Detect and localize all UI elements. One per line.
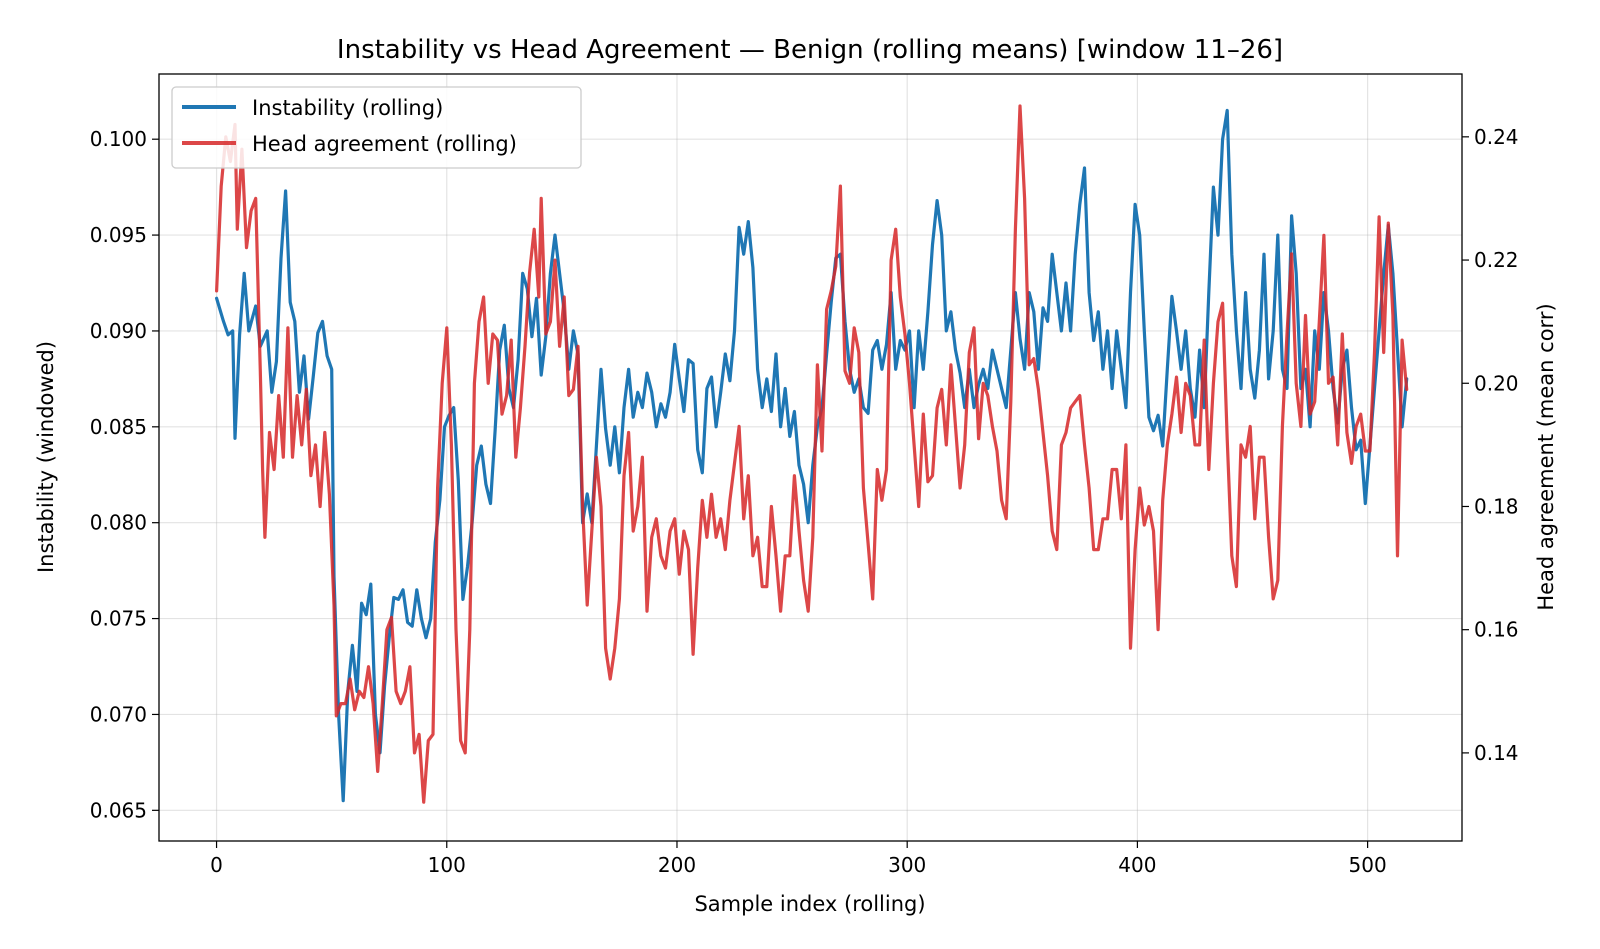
instability-line bbox=[215, 108, 1409, 803]
plot-lines bbox=[215, 104, 1409, 804]
x-tick-label: 300 bbox=[888, 853, 926, 877]
y-tick-label: 0.075 bbox=[90, 607, 147, 631]
x-tick-label: 500 bbox=[1349, 853, 1387, 877]
y2-tick-label: 0.18 bbox=[1474, 494, 1519, 518]
x-tick-label: 100 bbox=[428, 853, 466, 877]
y2-tick-label: 0.16 bbox=[1474, 618, 1519, 642]
y-tick-label: 0.095 bbox=[90, 223, 147, 247]
ticks: 0 100 200 300 400 500 0.065 0.070 0.075 0.080 0.08… bbox=[90, 125, 1519, 877]
chart-title: Instability vs Head Agreement — Benign (… bbox=[337, 35, 1283, 65]
y-axis-title: Instability (windowed) bbox=[34, 341, 58, 573]
legend-label-head-agreement: Head agreement (rolling) bbox=[252, 132, 517, 156]
plot-frame bbox=[158, 73, 1463, 842]
legend-box bbox=[171, 86, 582, 169]
y-tick-label: 0.070 bbox=[90, 702, 147, 726]
y2-tick-label: 0.14 bbox=[1474, 741, 1519, 765]
y2-tick-label: 0.24 bbox=[1474, 125, 1519, 149]
y-tick-label: 0.065 bbox=[90, 798, 147, 822]
head-agreement-line bbox=[215, 104, 1409, 804]
legend-label-instability: Instability (rolling) bbox=[252, 96, 443, 120]
x-tick-label: 400 bbox=[1118, 853, 1156, 877]
y-tick-label: 0.100 bbox=[90, 127, 147, 151]
y-tick-label: 0.080 bbox=[90, 511, 147, 535]
y-tick-label: 0.090 bbox=[90, 319, 147, 343]
y2-tick-label: 0.22 bbox=[1474, 248, 1519, 272]
y-tick-label: 0.085 bbox=[90, 415, 147, 439]
x-tick-label: 0 bbox=[210, 853, 223, 877]
legend: Instability (rolling) Head agreement (ro… bbox=[171, 86, 582, 169]
y2-axis-title: Head agreement (mean corr) bbox=[1534, 303, 1558, 610]
x-tick-label: 200 bbox=[658, 853, 696, 877]
x-axis-title: Sample index (rolling) bbox=[694, 892, 925, 916]
y2-tick-label: 0.20 bbox=[1474, 371, 1519, 395]
